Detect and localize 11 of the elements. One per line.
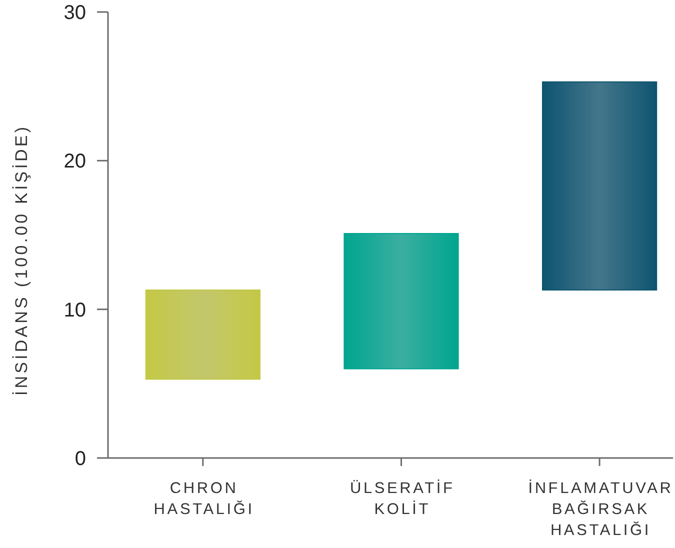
x-tick-label: CHRON HASTALIĞI [154,480,254,518]
bar [542,81,658,291]
bar [145,290,260,380]
x-tick-label: İNFLAMATUVAR BAĞIRSAK HASTALIĞI [528,479,674,539]
x-tick-label: ÜLSERATİF KOLİT [350,479,455,518]
y-axis-title: İNSİDANS (100.00 KİŞİDE) [12,124,31,396]
y-tick-label: 10 [64,299,86,322]
bar [344,233,459,370]
y-tick-label: 30 [64,2,86,24]
y-tick-label: 20 [64,150,86,173]
y-tick-label: 0 [74,448,86,470]
